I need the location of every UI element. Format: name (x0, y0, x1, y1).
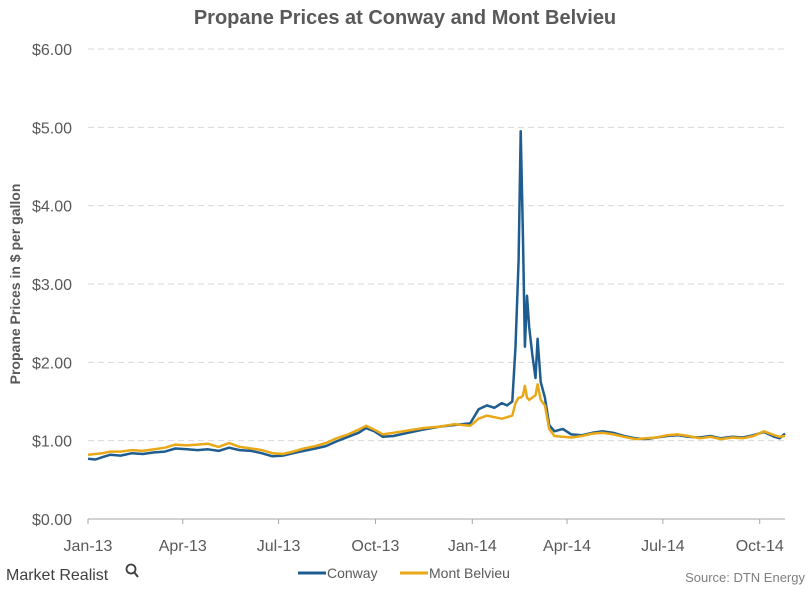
chart-title: Propane Prices at Conway and Mont Belvie… (194, 7, 616, 29)
magnifier-icon (125, 563, 139, 578)
legend: Conway Mont Belvieu (298, 565, 510, 581)
y-tick-label: $3.00 (32, 277, 72, 294)
legend-label-mont-belvieu: Mont Belvieu (429, 565, 510, 581)
y-axis-ticks: $0.00 $1.00 $2.00 $3.00 $4.00 $5.00 $6.00 (32, 42, 72, 529)
y-tick-label: $4.00 (32, 199, 72, 216)
x-tick-label: Oct-14 (736, 538, 784, 555)
y-tick-label: $2.00 (32, 355, 72, 372)
series-lines (87, 129, 786, 461)
source-note: Source: DTN Energy (685, 570, 805, 585)
x-tick-label: Jan-13 (64, 538, 113, 555)
x-tick-label: Jan-14 (448, 538, 497, 555)
y-tick-label: $6.00 (32, 42, 72, 59)
series-line-mont-belvieu (87, 383, 786, 457)
y-tick-label: $1.00 (32, 434, 72, 451)
brand-logo-text: Market Realist (6, 567, 109, 584)
gridlines (88, 48, 785, 442)
x-tick-label: Jul-14 (641, 538, 685, 555)
legend-label-conway: Conway (327, 565, 378, 581)
x-tick-label: Jul-13 (257, 538, 301, 555)
y-tick-label: $0.00 (32, 512, 72, 529)
x-tick-label: Apr-13 (159, 538, 207, 555)
y-tick-label: $5.00 (32, 120, 72, 137)
x-axis-ticks: Jan-13 Apr-13 Jul-13 Oct-13 Jan-14 Apr-14 Jul-… (64, 519, 784, 555)
series-line-conway (87, 129, 786, 461)
x-tick-label: Oct-13 (351, 538, 399, 555)
y-axis-label: Propane Prices in $ per gallon (7, 184, 23, 385)
x-tick-label: Apr-14 (543, 538, 591, 555)
